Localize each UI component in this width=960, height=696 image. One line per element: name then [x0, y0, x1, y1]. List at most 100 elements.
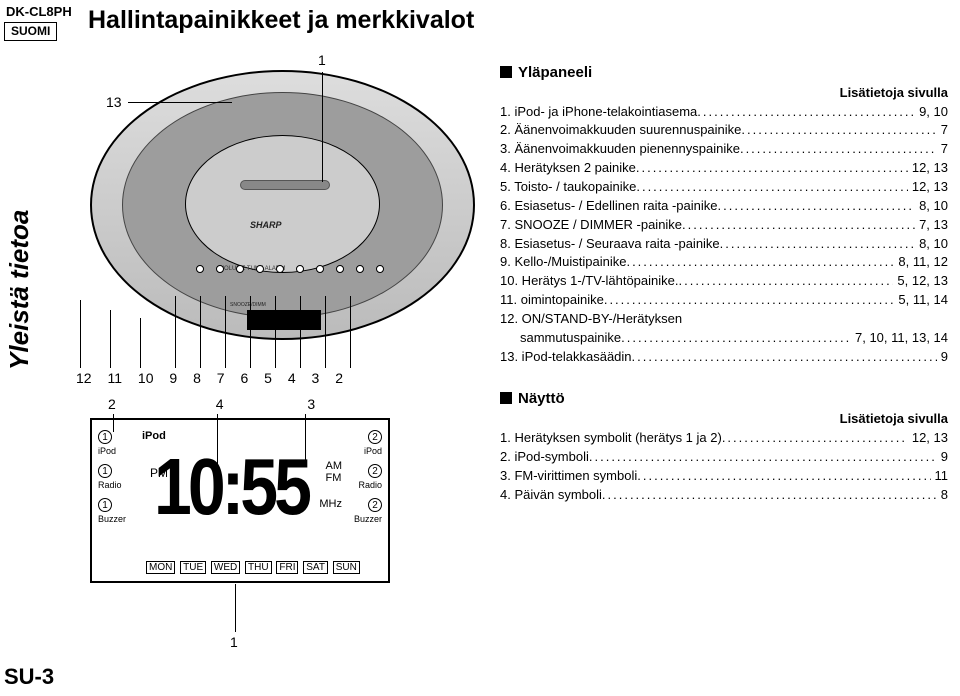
leader-dots [722, 429, 908, 448]
reference-pages: 11 [931, 467, 949, 486]
callout-num: 1 [230, 634, 238, 650]
reference-row: 4. Herätyksen 2 painike 12, 13 [500, 159, 948, 178]
leader-dots [741, 121, 936, 140]
reference-row: 3. Äänenvoimakkuuden pienennyspainike 7 [500, 140, 948, 159]
reference-row: 3. FM-virittimen symboli 11 [500, 467, 948, 486]
language-badge: SUOMI [4, 22, 57, 41]
reference-label: 1. iPod- ja iPhone-telakointiasema [500, 103, 697, 122]
leader-dots [636, 159, 908, 178]
leader-dots [740, 140, 937, 159]
reference-pages: 8, 10 [915, 197, 948, 216]
reference-label: 6. Esiasetus- / Edellinen raita -painike [500, 197, 718, 216]
reference-pages: 5, 12, 13 [893, 272, 948, 291]
leader-dots [678, 272, 893, 291]
day-row: MON TUE WED THU FRI SAT SUN [146, 562, 362, 573]
callout-num: 4 [288, 370, 296, 386]
reference-label: 4. Herätyksen 2 painike [500, 159, 636, 178]
day-box: THU [245, 561, 272, 574]
reference-row: 2. iPod-symboli 9 [500, 448, 948, 467]
reference-pages: 9 [937, 348, 948, 367]
callout-num: 2 [335, 370, 343, 386]
reference-row: 8. Esiasetus- / Seuraava raita -painike … [500, 235, 948, 254]
callout-num: 8 [193, 370, 201, 386]
indicator-label: Radio [98, 480, 138, 490]
leader-line [325, 296, 326, 368]
leader-line [128, 102, 232, 103]
reference-row: 11. oimintopainike 5, 11, 14 [500, 291, 948, 310]
reference-pages: 12, 13 [908, 429, 948, 448]
section-heading: Yläpaneeli [500, 62, 948, 84]
reference-row: sammutuspainike 7, 10, 11, 13, 14 [500, 329, 948, 348]
reference-label: 1. Herätyksen symbolit (herätys 1 ja 2) [500, 429, 722, 448]
indicator-label: Radio [342, 480, 382, 490]
reference-row: 12. ON/STAND-BY-/Herätyksen [500, 310, 948, 329]
reference-pages: 8 [937, 486, 948, 505]
reference-label: 2. iPod-symboli [500, 448, 589, 467]
section-heading: Näyttö [500, 388, 948, 410]
reference-row: 9. Kello-/Muistipainike 8, 11, 12 [500, 253, 948, 272]
callout-num: 7 [217, 370, 225, 386]
day-box: WED [211, 561, 240, 574]
leader-line [322, 72, 323, 182]
reference-label: 13. iPod-telakkasäädin [500, 348, 632, 367]
leader-line [225, 296, 226, 368]
reference-pages: 7 [937, 121, 948, 140]
reference-label: 7. SNOOZE / DIMMER -painike [500, 216, 682, 235]
reference-label: sammutuspainike [520, 329, 621, 348]
reference-pages: 8, 11, 12 [894, 253, 948, 272]
day-box: MON [146, 561, 175, 574]
top-panel-list: 1. iPod- ja iPhone-telakointiasema 9, 10… [500, 103, 948, 367]
leader-line [275, 296, 276, 368]
leader-dots [626, 253, 894, 272]
leader-dots [602, 486, 937, 505]
day-box: SAT [303, 561, 328, 574]
reference-label: 5. Toisto- / taukopainike [500, 178, 636, 197]
display-panel-list: 1. Herätyksen symbolit (herätys 1 ja 2) … [500, 429, 948, 504]
reference-label: 3. FM-virittimen symboli [500, 467, 637, 486]
leader-dots [718, 197, 916, 216]
callout-1: 1 [318, 52, 326, 68]
device-top-panel [185, 135, 380, 273]
leader-line [140, 318, 141, 368]
reference-row: 4. Päivän symboli 8 [500, 486, 948, 505]
leader-line [350, 296, 351, 368]
callout-num: 3 [307, 396, 315, 412]
dock-slot [240, 180, 330, 190]
reference-label: 4. Päivän symboli [500, 486, 602, 505]
callout-num: 6 [240, 370, 248, 386]
reference-pages: 8, 10 [915, 235, 948, 254]
callout-num: 5 [264, 370, 272, 386]
reference-row: 1. iPod- ja iPhone-telakointiasema 9, 10 [500, 103, 948, 122]
leader-line [250, 296, 251, 368]
indicator-circle: 1 [98, 430, 112, 444]
callout-num: 4 [216, 396, 224, 412]
reference-label: 9. Kello-/Muistipainike [500, 253, 626, 272]
leader-line [80, 300, 81, 368]
indicator-label: Buzzer [342, 514, 382, 524]
leader-dots [589, 448, 937, 467]
reference-pages: 7, 10, 11, 13, 14 [851, 329, 948, 348]
day-box: SUN [333, 561, 360, 574]
indicator-label: Buzzer [98, 514, 138, 524]
reference-label: 3. Äänenvoimakkuuden pienennyspainike [500, 140, 740, 159]
square-bullet-icon [500, 66, 512, 78]
indicator-circle: 1 [98, 498, 112, 512]
indicator-circle: 1 [98, 464, 112, 478]
leader-line [235, 584, 236, 632]
leader-line [175, 296, 176, 368]
page-ref-header: Lisätietoja sivulla [500, 410, 948, 429]
leader-line [110, 310, 111, 368]
reference-pages: 7 [937, 140, 948, 159]
model-code: DK-CL8PH [6, 4, 72, 19]
section-heading-text: Yläpaneeli [518, 64, 592, 81]
display-callout-row: 2 4 3 [108, 396, 315, 412]
leader-line [200, 296, 201, 368]
reference-row: 13. iPod-telakkasäädin 9 [500, 348, 948, 367]
square-bullet-icon [500, 392, 512, 404]
callout-num: 9 [169, 370, 177, 386]
mhz-indicator: MHz [319, 498, 342, 510]
leader-dots [621, 329, 851, 348]
amfm-indicator: AMFM [326, 460, 343, 484]
reference-pages: 9, 10 [915, 103, 948, 122]
callout-num: 12 [76, 370, 92, 386]
